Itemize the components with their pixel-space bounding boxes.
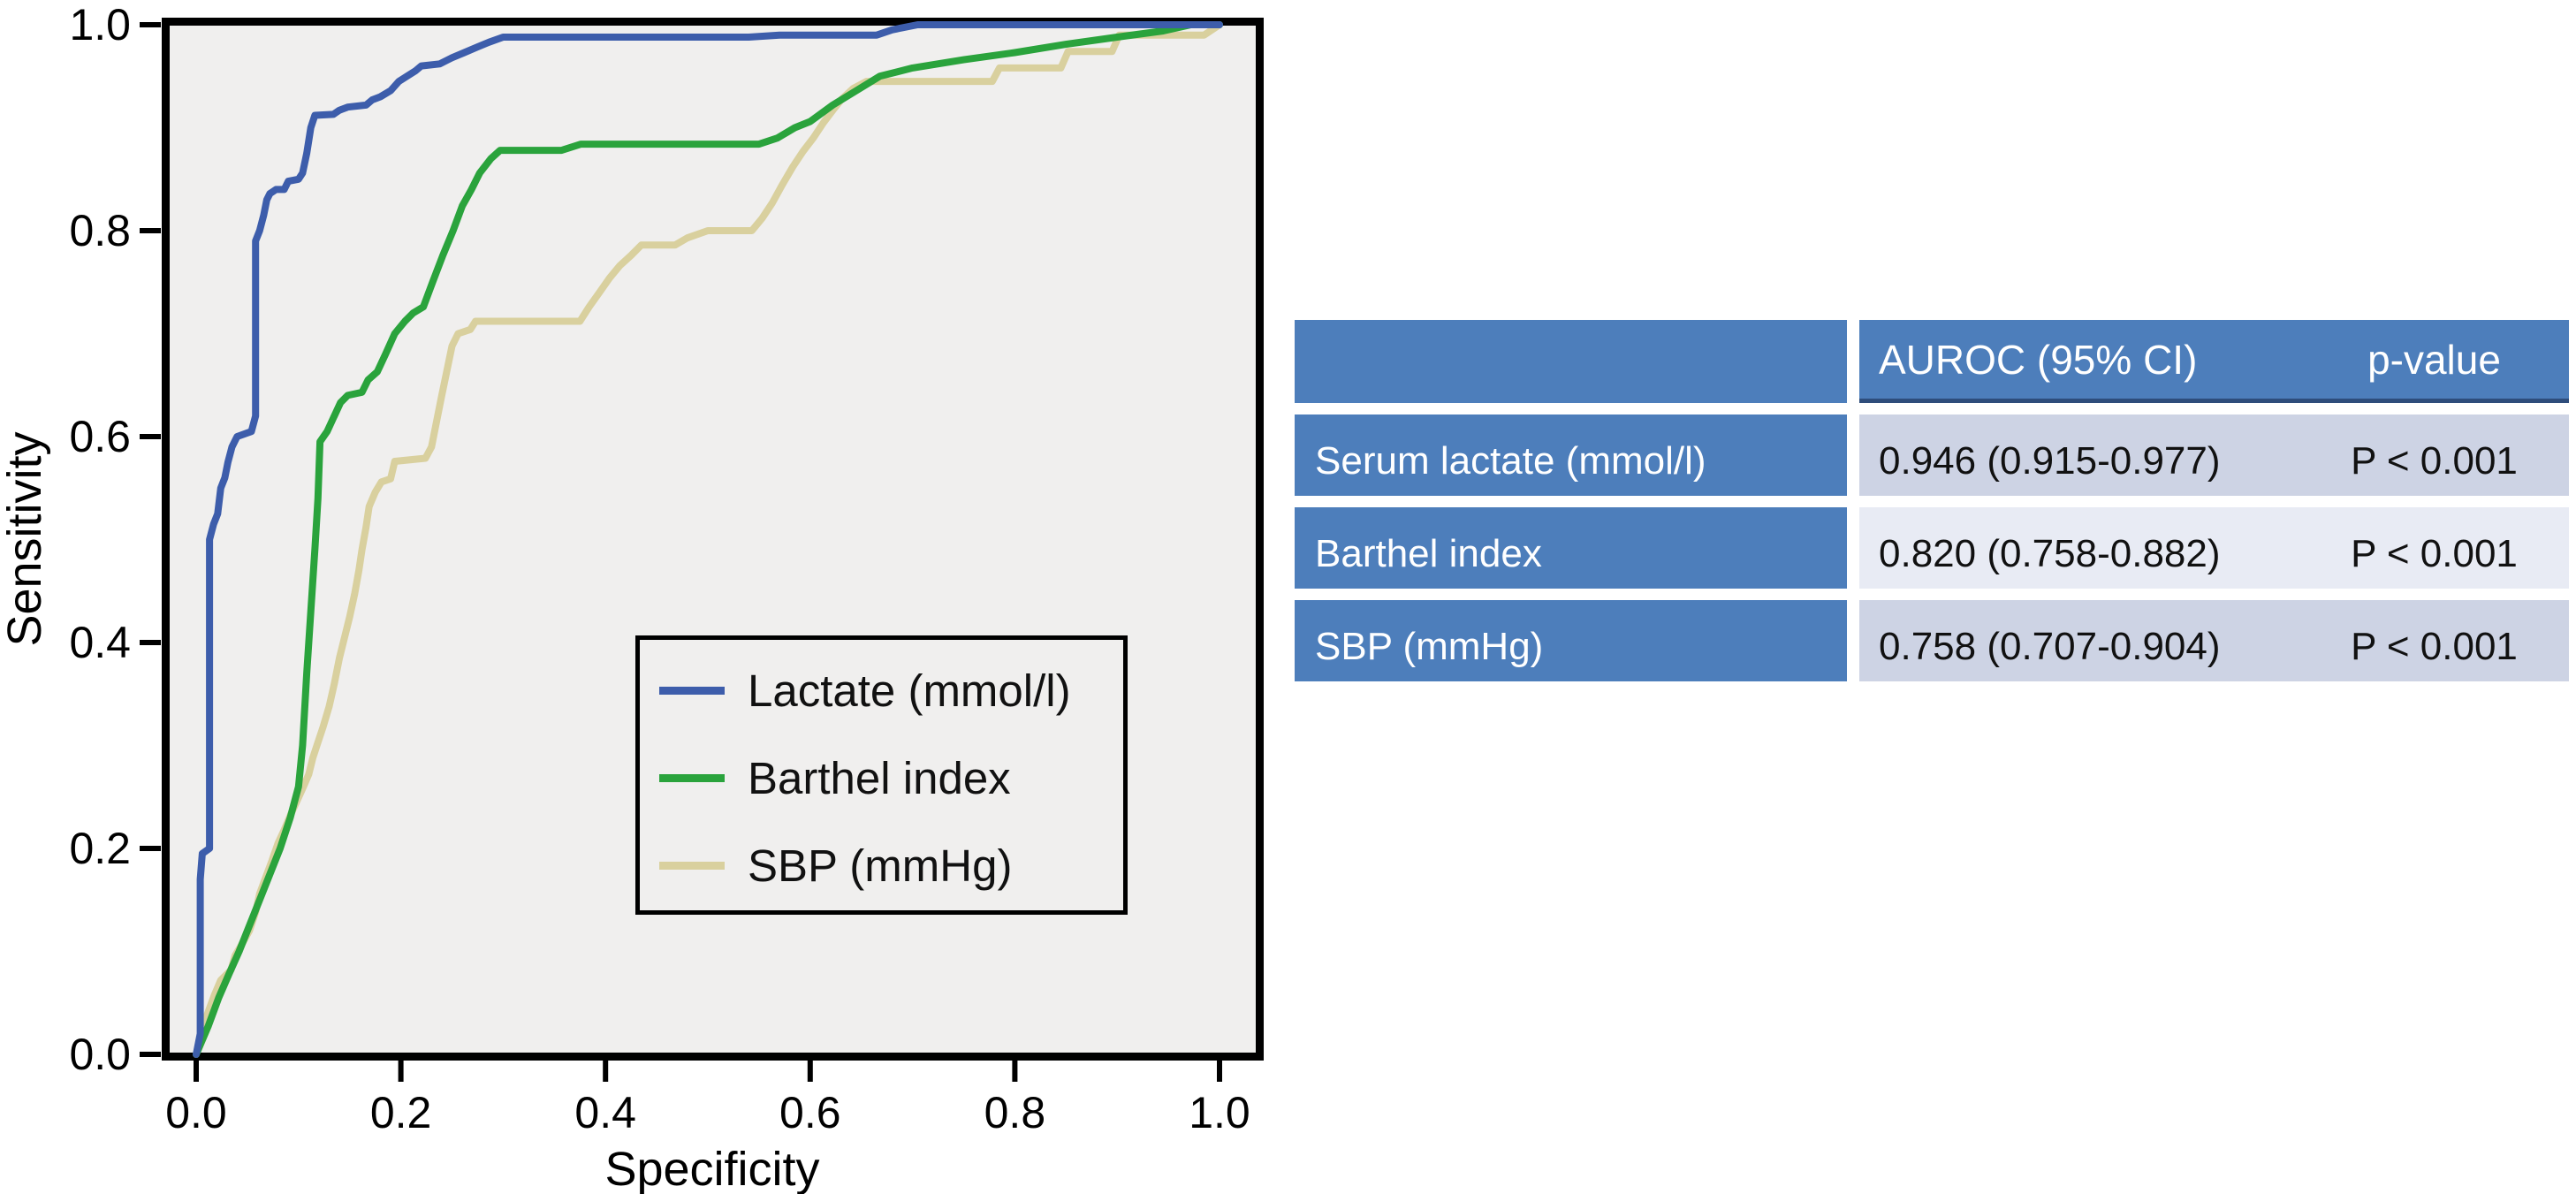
legend-item-barthel: Barthel index bbox=[659, 734, 1123, 822]
x-tick-label: 0.2 bbox=[369, 1088, 432, 1137]
row-label-serum-lactate: Serum lactate (mmol/l) bbox=[1295, 414, 1847, 496]
y-tick-label: 0.6 bbox=[69, 412, 131, 461]
p-value: P < 0.001 bbox=[2351, 532, 2518, 575]
legend-item-lactate: Lactate (mmol/l) bbox=[659, 647, 1123, 734]
y-tick-label: 0.2 bbox=[69, 824, 131, 873]
x-tick-label: 0.8 bbox=[984, 1088, 1046, 1137]
auroc-value: 0.820 (0.758-0.882) bbox=[1879, 532, 2221, 575]
table-header-blank-cell bbox=[1295, 320, 1847, 403]
auroc-value: 0.758 (0.707-0.904) bbox=[1879, 625, 2221, 668]
y-tick-label: 0.4 bbox=[69, 618, 131, 667]
table-row: SBP (mmHg) 0.758 (0.707-0.904) P < 0.001 bbox=[1295, 600, 2569, 681]
p-value: P < 0.001 bbox=[2351, 625, 2518, 668]
legend-item-sbp: SBP (mmHg) bbox=[659, 822, 1123, 909]
y-tick-label: 0.8 bbox=[69, 206, 131, 255]
auroc-value: 0.946 (0.915-0.977) bbox=[1879, 439, 2221, 483]
x-tick-label: 0.0 bbox=[165, 1088, 227, 1137]
x-tick-label: 1.0 bbox=[1189, 1088, 1250, 1137]
barthel-line-swatch bbox=[659, 774, 725, 782]
y-tick-label: 1.0 bbox=[69, 0, 131, 49]
row-label-barthel-index: Barthel index bbox=[1295, 507, 1847, 589]
legend-box: Lactate (mmol/l) Barthel index SBP (mmHg… bbox=[635, 635, 1128, 915]
row-label-sbp: SBP (mmHg) bbox=[1295, 600, 1847, 681]
x-tick-label: 0.4 bbox=[574, 1088, 636, 1137]
legend-label: SBP (mmHg) bbox=[748, 840, 1013, 891]
x-tick-label: 0.6 bbox=[779, 1088, 841, 1137]
table-row: Barthel index 0.820 (0.758-0.882) P < 0.… bbox=[1295, 507, 2569, 589]
table-row: Serum lactate (mmol/l) 0.946 (0.915-0.97… bbox=[1295, 414, 2569, 496]
table-header-auroc: AUROC (95% CI) bbox=[1879, 336, 2198, 383]
sbp-line-swatch bbox=[659, 862, 725, 870]
lactate-line-swatch bbox=[659, 687, 725, 695]
y-tick-label: 0.0 bbox=[69, 1030, 131, 1079]
p-value: P < 0.001 bbox=[2351, 439, 2518, 483]
table-header-block: AUROC (95% CI) p-value bbox=[1859, 320, 2569, 403]
table-header-row: AUROC (95% CI) p-value bbox=[1295, 320, 2569, 403]
auroc-table: AUROC (95% CI) p-value Serum lactate (mm… bbox=[1295, 320, 2569, 693]
table-header-pvalue: p-value bbox=[2367, 336, 2501, 383]
x-axis-title: Specificity bbox=[604, 1143, 820, 1194]
y-axis-title: Sensitivity bbox=[0, 431, 51, 647]
legend-label: Lactate (mmol/l) bbox=[748, 665, 1071, 716]
legend-label: Barthel index bbox=[748, 753, 1011, 803]
